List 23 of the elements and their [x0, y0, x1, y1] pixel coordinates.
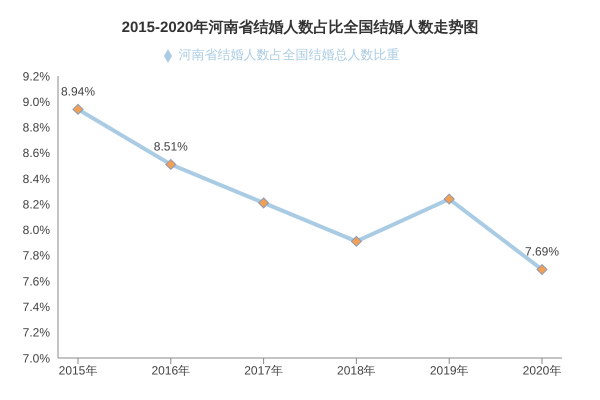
x-tick-label: 2016年 [151, 364, 190, 378]
data-label: 8.51% [154, 139, 188, 154]
data-label: 8.94% [60, 84, 96, 98]
x-tick-label: 2018年 [337, 364, 376, 378]
y-tick-label: 9.2% [22, 69, 50, 84]
x-tick-label: 2020年 [522, 364, 562, 378]
y-tick-label: 8.4% [22, 172, 50, 186]
y-tick-label: 7.6% [22, 274, 50, 288]
data-label: 7.69% [524, 244, 560, 259]
x-tick-label: 2015年 [58, 364, 98, 378]
y-tick-label: 8.0% [22, 223, 50, 238]
x-tick-label: 2017年 [244, 364, 283, 378]
chart-title: 2015-2020年河南省结婚人数占比全国结婚人数走势图 [120, 18, 480, 38]
y-tick-label: 8.2% [22, 197, 50, 212]
legend-label: 河南省结婚人数占全国结婚总人数比重 [178, 47, 400, 62]
y-tick-label: 7.8% [22, 248, 50, 263]
y-tick-label: 9.0% [22, 94, 50, 109]
x-tick-label: 2019年 [430, 364, 469, 378]
y-tick-label: 7.0% [22, 351, 50, 366]
y-tick-label: 8.6% [22, 146, 50, 160]
y-tick-label: 7.4% [22, 300, 50, 314]
y-tick-label: 7.2% [22, 326, 50, 340]
y-tick-label: 8.8% [22, 120, 50, 135]
